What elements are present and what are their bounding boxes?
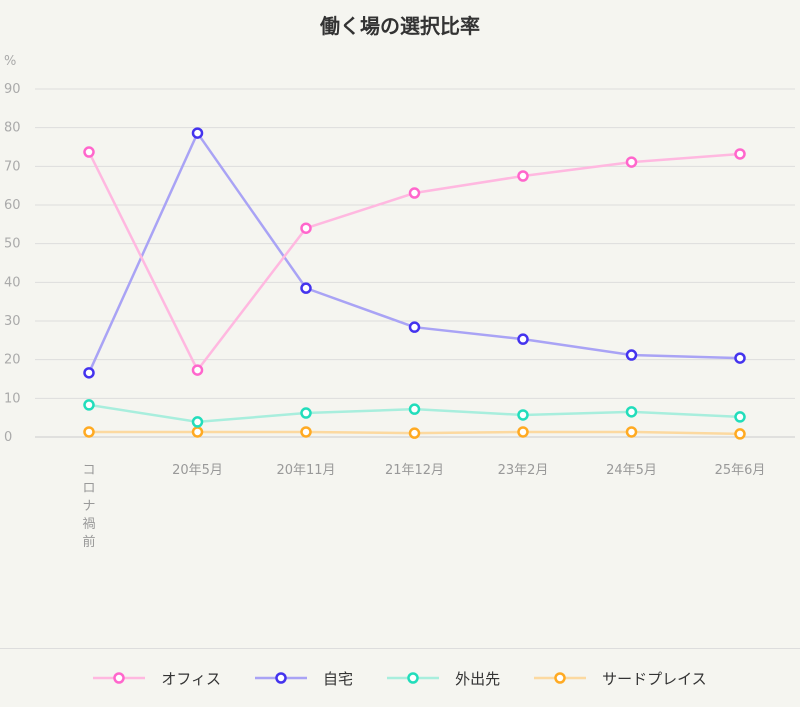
data-point[interactable] [300,282,312,294]
legend-label: サードプレイス [602,669,707,688]
y-tick-label: 50 [4,237,21,252]
x-tick-label: ロ [82,481,95,496]
x-tick-label: 21年12月 [385,463,444,478]
data-point[interactable] [625,349,638,361]
data-point[interactable] [734,428,746,440]
legend-item[interactable]: 外出先 [387,668,500,689]
data-point[interactable] [83,426,95,438]
legend-marker-icon [255,672,308,684]
data-point[interactable] [191,416,204,428]
data-point[interactable] [734,352,746,364]
y-tick-label: 70 [4,159,21,174]
legend-item[interactable]: オフィス [93,668,221,689]
data-point[interactable] [408,321,421,333]
legend-marker-icon [387,672,440,684]
data-point[interactable] [191,127,204,139]
y-tick-label: 20 [4,353,21,368]
x-tick-label: ナ [82,499,95,514]
data-point[interactable] [408,427,421,439]
data-point[interactable] [625,406,638,418]
x-tick-label: 禍 [82,516,95,532]
y-tick-label: 0 [4,430,12,445]
series-オフィス [83,146,746,376]
data-point[interactable] [191,426,204,438]
series-外出先 [83,399,746,428]
y-tick-label: 60 [4,198,21,213]
data-point[interactable] [625,156,638,168]
data-point[interactable] [517,333,529,345]
data-point[interactable] [300,426,312,438]
series-line [87,151,741,373]
data-point[interactable] [83,399,95,411]
x-tick-label: コ [82,463,95,478]
data-point[interactable] [517,170,529,182]
y-tick-label: 40 [4,275,21,290]
data-point[interactable] [83,146,95,158]
x-tick-label: 23年2月 [498,463,549,478]
y-tick-label: 80 [4,121,21,136]
legend-item[interactable]: サードプレイス [534,668,707,689]
legend-label: 外出先 [455,669,501,688]
data-point[interactable] [625,426,638,438]
data-point[interactable] [408,403,421,415]
legend-marker-icon [534,672,587,684]
data-point[interactable] [191,364,204,376]
y-tick-label: 10 [4,391,21,406]
y-tick-label: 90 [4,82,21,97]
x-tick-label: 20年5月 [172,463,223,478]
x-tick-label: 前 [82,534,95,550]
legend-label: オフィス [161,669,222,688]
y-axis-unit: % [4,54,16,69]
series-サードプレイス [83,426,746,440]
legend: オフィス 自宅 外出先 サードプレイス [0,648,800,707]
legend-item[interactable]: 自宅 [255,668,353,689]
x-tick-label: 25年6月 [715,463,766,478]
legend-label: 自宅 [323,669,354,688]
legend-marker-icon [93,672,146,684]
data-point[interactable] [300,407,312,419]
data-point[interactable] [517,409,529,421]
series-line [87,130,741,374]
x-tick-label: 20年11月 [276,463,335,478]
series-自宅 [83,127,746,379]
data-point[interactable] [517,426,529,438]
data-point[interactable] [734,148,746,160]
x-tick-label: 24年5月 [606,463,657,478]
y-tick-label: 30 [4,314,21,329]
data-point[interactable] [408,187,421,199]
data-point[interactable] [734,411,746,423]
data-point[interactable] [83,367,95,379]
chart-title: 働く場の選択比率 [320,14,480,38]
data-point[interactable] [300,222,312,234]
